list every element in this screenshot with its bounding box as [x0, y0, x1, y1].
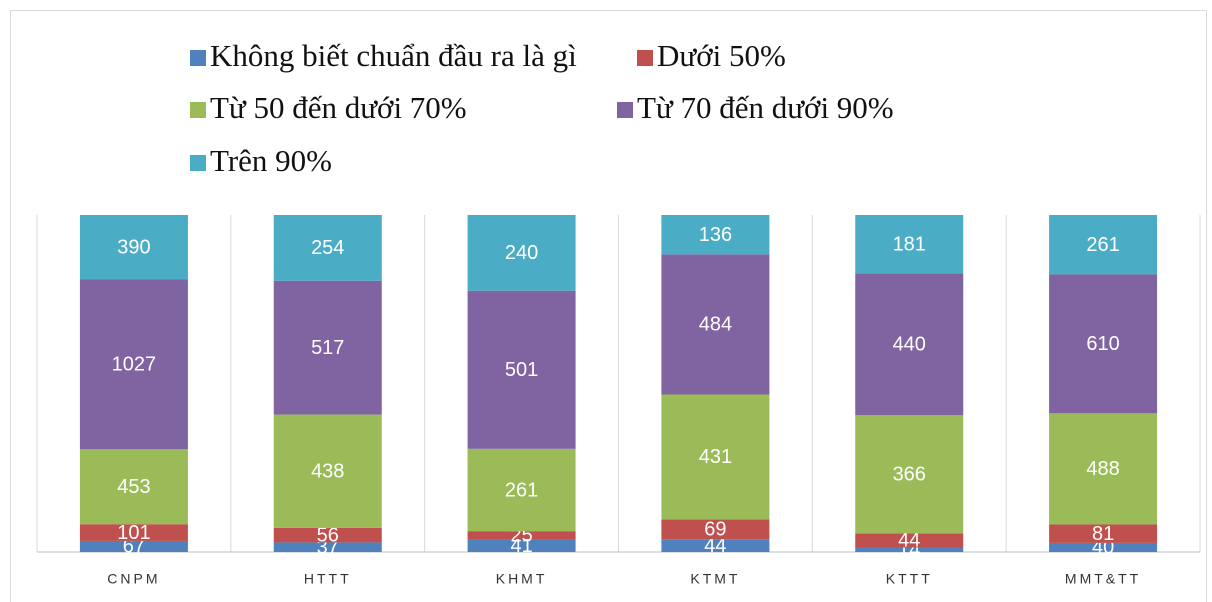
bar-segment: [273, 215, 382, 281]
data-label: 453: [117, 476, 150, 498]
data-label: 610: [1086, 333, 1119, 355]
data-label: 431: [699, 446, 732, 468]
bar-segment: [467, 448, 576, 532]
bar-segment: [1049, 274, 1158, 414]
x-tick-label: CNPM: [107, 571, 160, 587]
bar-segment: [79, 540, 188, 552]
data-label: 136: [699, 224, 732, 246]
data-label: 440: [893, 334, 926, 356]
bar-segment: [1049, 524, 1158, 543]
legend-swatch: [190, 102, 206, 118]
data-label: 1027: [112, 354, 157, 376]
bar-segment: [79, 215, 188, 280]
bar-segment: [661, 519, 770, 540]
bar-segment: [79, 279, 188, 450]
data-label: 101: [117, 522, 150, 544]
bar-segment: [855, 415, 964, 534]
data-label: 438: [311, 461, 344, 483]
legend-swatch: [190, 155, 206, 171]
bar-segment: [661, 254, 770, 395]
data-label: 484: [699, 314, 732, 336]
legend-label: Trên 90%: [210, 143, 332, 178]
data-label: 69: [704, 519, 726, 541]
bar-segment: [855, 533, 964, 548]
bar-segment: [79, 449, 188, 525]
chart-border: [10, 10, 1207, 602]
data-label: 501: [505, 359, 538, 381]
data-label: 488: [1086, 458, 1119, 480]
bar-segment: [467, 215, 576, 291]
data-label: 366: [893, 464, 926, 486]
bar-segment: [661, 539, 770, 552]
bar-segment: [1049, 542, 1158, 552]
data-label: 67: [123, 536, 145, 558]
data-label: 254: [311, 237, 344, 259]
x-tick-label: KHMT: [496, 571, 548, 587]
x-tick-label: HTTT: [304, 571, 352, 587]
bar-segment: [1049, 215, 1158, 275]
legend-swatch: [637, 50, 653, 66]
bar-segment: [855, 273, 964, 416]
bar-segment: [1049, 413, 1158, 525]
bar-segment: [273, 414, 382, 528]
data-label: 390: [117, 237, 150, 259]
legend-label: Từ 50 đến dưới 70%: [210, 90, 467, 125]
bar-segment: [79, 524, 188, 541]
bar-segment: [661, 394, 770, 520]
data-label: 81: [1092, 523, 1114, 545]
data-label: 181: [893, 233, 926, 255]
data-label: 56: [317, 524, 339, 546]
x-tick-label: KTMT: [690, 571, 740, 587]
bar-segment: [273, 527, 382, 543]
legend-swatch: [617, 102, 633, 118]
legend-label: Từ 70 đến dưới 90%: [637, 90, 894, 125]
data-label: 44: [898, 530, 920, 552]
data-label: 41: [510, 535, 532, 557]
bar-segment: [467, 290, 576, 449]
x-tick-label: MMT&TT: [1065, 571, 1141, 587]
bar-segment: [855, 547, 964, 552]
bar-segment: [467, 531, 576, 540]
x-tick-label: KTTT: [886, 571, 933, 587]
legend-label: Không biết chuẩn đầu ra là gì: [210, 38, 577, 73]
legend-swatch: [190, 50, 206, 66]
bar-segment: [273, 542, 382, 552]
bar-segment: [273, 280, 382, 415]
legend-label: Dưới 50%: [657, 38, 786, 73]
data-label: 261: [505, 479, 538, 501]
bar-segment: [855, 215, 964, 274]
data-label: 517: [311, 337, 344, 359]
bar-segment: [661, 215, 770, 255]
data-label: 240: [505, 242, 538, 264]
data-label: 261: [1086, 234, 1119, 256]
data-label: 44: [704, 535, 726, 557]
bar-segment: [467, 539, 576, 552]
